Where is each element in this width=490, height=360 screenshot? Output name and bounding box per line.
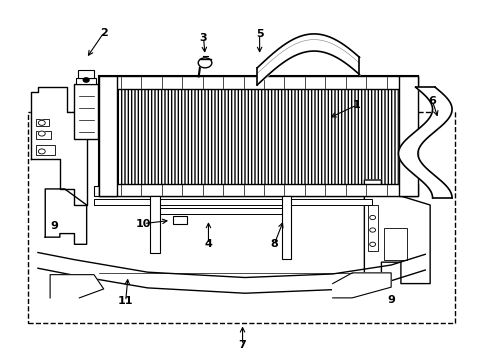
Circle shape	[370, 215, 375, 220]
Polygon shape	[365, 180, 430, 284]
Text: 11: 11	[118, 296, 133, 306]
Polygon shape	[50, 275, 104, 298]
Bar	[76, 78, 97, 84]
Text: 4: 4	[204, 239, 212, 249]
Circle shape	[38, 120, 45, 125]
Text: 3: 3	[200, 33, 207, 43]
Bar	[94, 199, 372, 205]
Circle shape	[38, 149, 45, 154]
Bar	[99, 184, 418, 196]
Circle shape	[370, 228, 375, 232]
Text: 5: 5	[256, 28, 264, 39]
Bar	[150, 196, 160, 253]
Bar	[399, 76, 418, 196]
Bar	[282, 196, 291, 258]
Bar	[74, 84, 98, 139]
Bar	[36, 131, 51, 139]
Bar	[78, 70, 94, 78]
Polygon shape	[333, 273, 391, 298]
Polygon shape	[30, 87, 87, 205]
Text: 9: 9	[387, 295, 395, 305]
Bar	[99, 76, 117, 196]
Polygon shape	[45, 189, 87, 244]
Bar	[99, 76, 418, 89]
Circle shape	[198, 58, 212, 68]
Bar	[28, 112, 455, 323]
Bar	[36, 119, 49, 126]
Bar	[99, 76, 418, 196]
Circle shape	[83, 78, 89, 82]
Bar	[94, 186, 372, 196]
Text: 2: 2	[100, 28, 108, 38]
Text: 7: 7	[239, 340, 246, 350]
Text: 1: 1	[353, 100, 361, 110]
Text: 10: 10	[136, 219, 151, 229]
Bar	[106, 87, 398, 189]
Bar	[173, 216, 187, 224]
Text: 9: 9	[50, 221, 58, 231]
Bar	[150, 207, 291, 214]
Text: 8: 8	[270, 239, 278, 249]
Circle shape	[38, 131, 45, 136]
Bar	[384, 228, 407, 260]
Text: 6: 6	[429, 96, 437, 107]
Circle shape	[370, 242, 375, 247]
Bar	[36, 145, 55, 155]
Bar	[368, 205, 378, 251]
